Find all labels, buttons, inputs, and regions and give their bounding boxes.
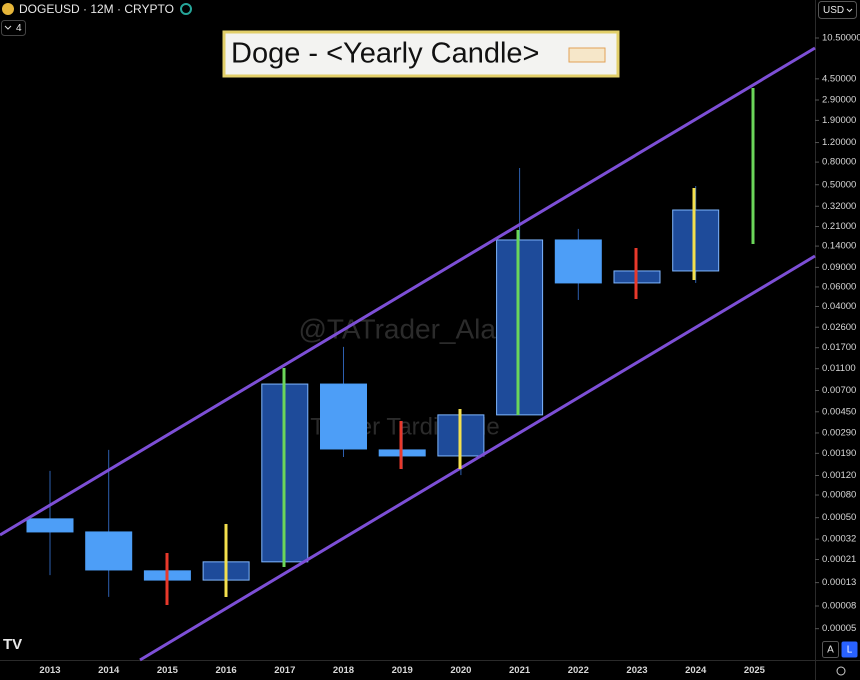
- y-tick-label: 0.00700: [822, 385, 856, 396]
- y-tick-label: 1.20000: [822, 137, 856, 148]
- logo: TV: [3, 636, 22, 653]
- y-tick-label: 0.21000: [822, 221, 856, 232]
- x-tick-label: 2025: [744, 665, 766, 676]
- y-tick-label: 0.00290: [822, 427, 856, 438]
- x-tick-label: 2024: [685, 665, 707, 676]
- watermark: @TATrader_Alan: [298, 313, 511, 344]
- log-scale-button[interactable]: [841, 641, 858, 658]
- channel-line: [139, 254, 816, 662]
- logo-badge: [568, 47, 606, 63]
- x-tick-label: 2014: [98, 665, 120, 676]
- x-tick-label: 2019: [392, 665, 413, 676]
- log-scale-label: L: [847, 645, 853, 656]
- y-tick-label: 0.00008: [822, 601, 856, 612]
- x-tick-label: 2023: [626, 665, 647, 676]
- candle-body: [496, 239, 544, 416]
- x-tick-label: 2020: [450, 665, 471, 676]
- y-tick-label: 10.50000: [822, 33, 860, 44]
- y-tick-label: 0.01700: [822, 342, 856, 353]
- channel-line: [0, 46, 816, 537]
- y-tick-label: 0.00021: [822, 554, 856, 565]
- y-tick-label: 0.00120: [822, 470, 856, 481]
- candle-body: [26, 518, 74, 533]
- y-tick-label: 0.06000: [822, 281, 856, 292]
- y-tick-label: 0.00013: [822, 577, 856, 588]
- y-tick-label: 2.90000: [822, 95, 856, 106]
- currency: USD: [823, 5, 844, 16]
- y-tick-label: 0.00050: [822, 512, 856, 523]
- x-tick-label: 2017: [274, 665, 295, 676]
- y-tick-label: 0.02600: [822, 322, 856, 333]
- candle-body: [672, 209, 720, 272]
- y-tick-label: 0.09000: [822, 262, 856, 273]
- y-tick-label: 0.01100: [822, 363, 856, 374]
- title-box: [222, 30, 620, 78]
- y-tick-label: 0.00005: [822, 623, 856, 634]
- y-tick-label: 0.00450: [822, 406, 856, 417]
- y-tick-label: 0.32000: [822, 201, 856, 212]
- y-tick-label: 0.80000: [822, 157, 856, 168]
- y-tick-label: 4.50000: [822, 73, 856, 84]
- coin-icon: [2, 3, 14, 15]
- y-tick-label: 0.04000: [822, 301, 856, 312]
- x-tick-label: 2018: [333, 665, 354, 676]
- status-icon[interactable]: [180, 3, 192, 15]
- y-tick-label: 0.00032: [822, 534, 856, 545]
- candle-body: [554, 239, 602, 284]
- y-tick-label: 1.90000: [822, 115, 856, 126]
- x-tick-label: 2021: [509, 665, 531, 676]
- candle-body: [320, 383, 367, 450]
- y-tick-label: 0.50000: [822, 179, 856, 190]
- y-tick-label: 0.00080: [822, 490, 856, 501]
- candle-body: [85, 531, 133, 571]
- auto-scale-label: A: [827, 645, 834, 656]
- x-tick-label: 2016: [216, 665, 237, 676]
- indicator-count: 4: [16, 23, 22, 34]
- chart-title: Doge - <Yearly Candle>: [231, 38, 539, 70]
- x-tick-label: 2015: [157, 665, 179, 676]
- x-tick-label: 2022: [568, 665, 589, 676]
- chevron: [4, 25, 12, 30]
- currency-button[interactable]: [818, 1, 857, 19]
- settings-icon[interactable]: [836, 666, 846, 676]
- y-tick-label: 0.00190: [822, 448, 856, 459]
- highlights: [165, 88, 755, 605]
- symbol: DOGEUSD · 12M · CRYPTO: [19, 2, 174, 16]
- indicator-toggle[interactable]: [1, 20, 26, 36]
- x-tick-label: 2013: [39, 665, 60, 676]
- chevron: [846, 8, 853, 13]
- auto-scale-button[interactable]: [822, 641, 839, 658]
- y-tick-label: 0.14000: [822, 241, 856, 252]
